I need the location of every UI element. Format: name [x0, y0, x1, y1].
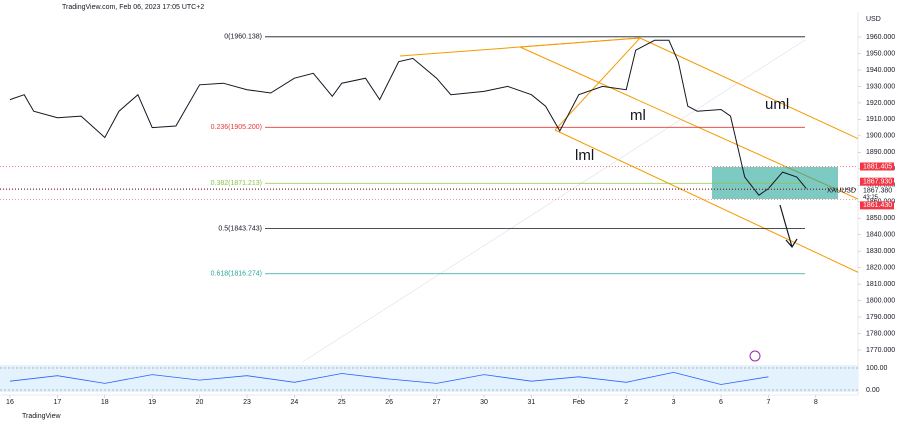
x-tick-label: 27	[433, 399, 441, 406]
x-tick-label: Feb	[573, 399, 585, 406]
y-tick-label: 1890.000	[866, 149, 895, 156]
x-tick-label: 31	[527, 399, 535, 406]
x-tick-label: 6	[719, 399, 723, 406]
countdown: 43:25	[863, 195, 879, 201]
header: TradingView.com, Feb 06, 2023 17:05 UTC+…	[62, 4, 204, 11]
arrow	[779, 204, 798, 249]
x-tick-label: 7	[766, 399, 770, 406]
price-tag	[860, 201, 894, 210]
x-tick-label: 18	[101, 399, 109, 406]
price-tag	[860, 177, 894, 186]
x-tick-label: 8	[814, 399, 818, 406]
y-tick-label: 1920.000	[866, 100, 895, 107]
y-tick-label: 1900.000	[866, 133, 895, 140]
oscillator-panel	[0, 365, 858, 392]
fib-label: 0(1960.138)	[224, 34, 262, 41]
price-line	[9, 39, 807, 196]
y-tick-label: 1960.000	[866, 34, 895, 41]
pitchfork	[302, 37, 858, 362]
y-tick-label: 1800.000	[866, 297, 895, 304]
y-tick-label: 1830.000	[866, 248, 895, 255]
currency: USD	[866, 16, 881, 23]
oscillator-tick-label: 100.00	[866, 365, 888, 372]
y-tick-label: 1840.000	[866, 232, 895, 239]
footer-logo: TradingView	[22, 413, 61, 420]
y-tick-label: 1780.000	[866, 330, 895, 337]
pitchfork-label: uml	[765, 96, 789, 113]
x-tick-label: 17	[53, 399, 61, 406]
oscillator-line	[9, 371, 769, 385]
y-tick-label: 1910.000	[866, 116, 895, 123]
fib-label: 0.5(1843.743)	[218, 225, 262, 232]
price-tag	[860, 162, 894, 171]
y-tick-label: 1950.000	[866, 50, 895, 57]
pitchfork-label: lml	[575, 147, 594, 164]
y-tick-label: 1790.000	[866, 314, 895, 321]
y-tick-label: 1940.000	[866, 67, 895, 74]
y-tick-label: 1770.000	[866, 347, 895, 354]
x-tick-label: 30	[480, 399, 488, 406]
x-tick-label: 24	[290, 399, 298, 406]
price-tag-label: 1867.380	[863, 187, 892, 194]
price-tag-label: 1881.405	[863, 163, 892, 170]
pitchfork-line	[639, 37, 858, 140]
pitchfork-handle	[519, 37, 641, 48]
fib-label: 0.236(1905.200)	[211, 124, 262, 131]
trend-line	[302, 39, 806, 362]
y-tick-label: 1930.000	[866, 83, 895, 90]
symbol-label: XAUUSD	[827, 187, 856, 194]
x-tick-label: 23	[243, 399, 251, 406]
x-tick-label: 26	[385, 399, 393, 406]
oscillator-tick-label: 0.00	[866, 387, 880, 394]
fib-label: 0.382(1871.213)	[211, 180, 262, 187]
event-icon	[749, 350, 761, 362]
x-tick-label: 2	[624, 399, 628, 406]
x-tick-label: 16	[6, 399, 14, 406]
price-tag-label: 1861.430	[863, 202, 892, 209]
fib-label: 0.618(1816.274)	[211, 271, 262, 278]
x-tick-label: 19	[148, 399, 156, 406]
price-tag-label: 1867.930	[863, 179, 892, 186]
y-tick-label: 1820.000	[866, 264, 895, 271]
y-tick-label: 1850.000	[866, 215, 895, 222]
x-tick-label: 25	[338, 399, 346, 406]
price-tag	[860, 186, 894, 195]
pitchfork-handle	[554, 37, 641, 131]
x-tick-label: 3	[672, 399, 676, 406]
pitchfork-label: ml	[630, 107, 646, 124]
y-tick-label: 1810.000	[866, 281, 895, 288]
pitchfork-line	[554, 129, 858, 273]
x-tick-label: 20	[196, 399, 204, 406]
